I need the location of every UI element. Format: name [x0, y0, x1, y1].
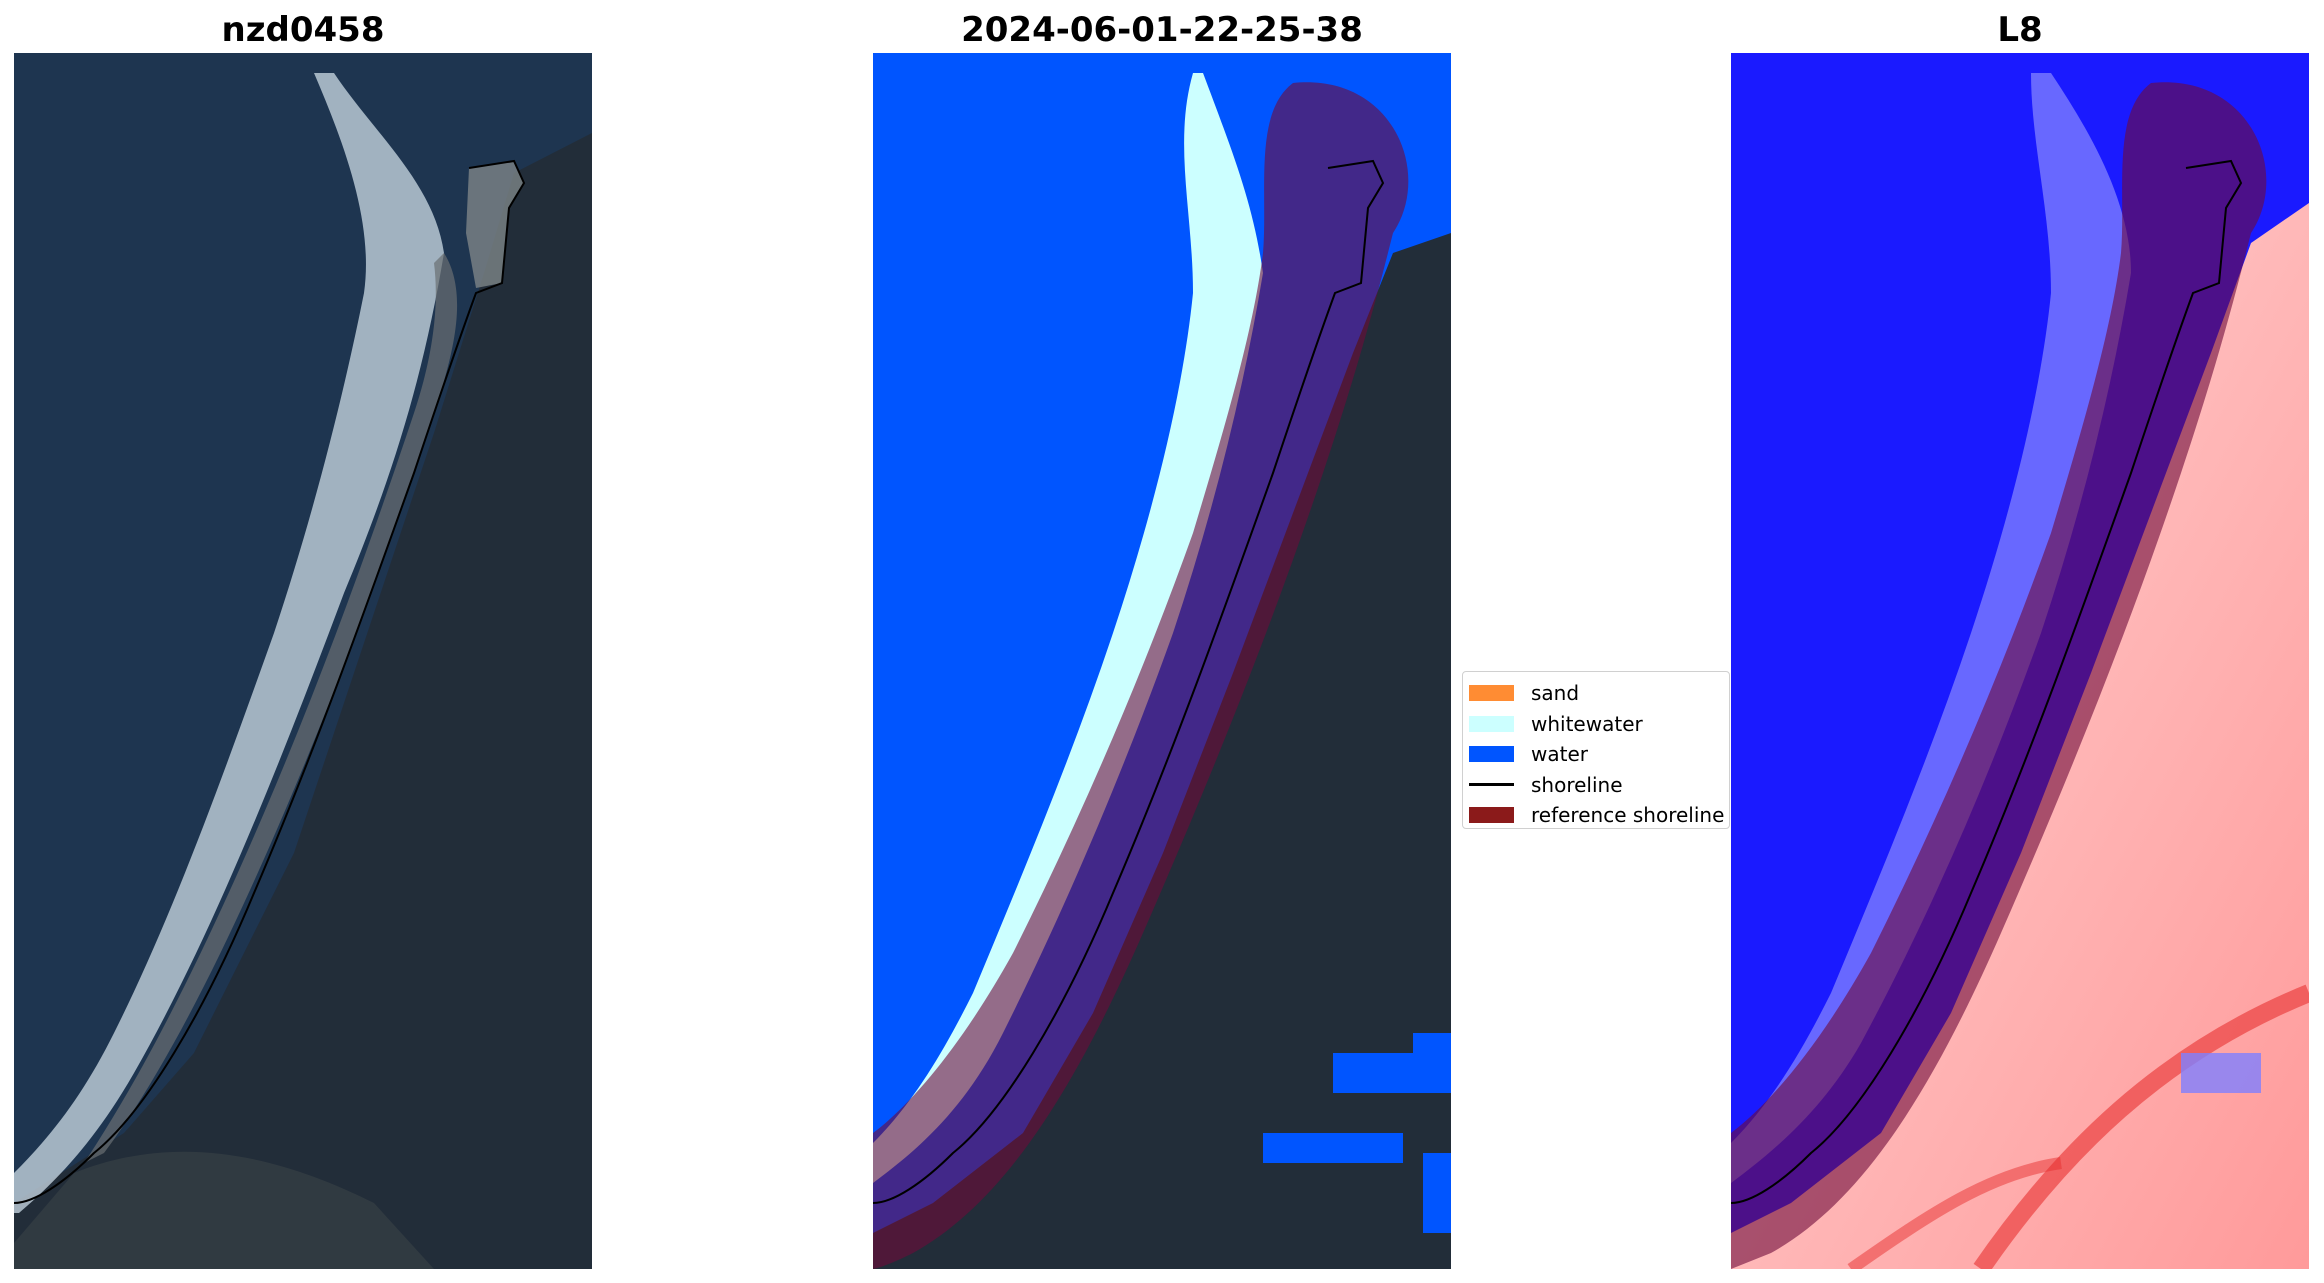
index-red-streak: [1973, 984, 2309, 1269]
shoreline-line: [14, 159, 526, 1204]
legend-label: whitewater: [1531, 711, 1643, 736]
index-panel[interactable]: [1731, 53, 2309, 1269]
inland-water-patch: [1413, 1033, 1451, 1093]
legend-label: shoreline: [1531, 772, 1623, 797]
lagoon: [466, 161, 524, 288]
reference-shoreline-band: [1731, 82, 2267, 1269]
legend-swatch-water: [1469, 746, 1514, 763]
index-surf-zone: [1731, 73, 2131, 1183]
shoreline-line: [1731, 159, 2243, 1204]
legend-item-whitewater: whitewater: [1463, 709, 1729, 740]
inland-water-patch: [1423, 1153, 1451, 1233]
legend: sand whitewater water shoreline referenc…: [1462, 671, 1730, 829]
legend-line-shoreline: [1469, 783, 1514, 787]
panel-title-index: L8: [1997, 10, 2043, 50]
index-water-patch: [2181, 1053, 2261, 1093]
land-area: [14, 133, 592, 1269]
index-land-area: [1731, 203, 2309, 1269]
inland-water-patch: [1333, 1053, 1413, 1093]
legend-label: sand: [1531, 681, 1580, 706]
panel-title-rgb: nzd0458: [221, 10, 385, 50]
legend-swatch-whitewater: [1469, 715, 1514, 732]
legend-swatch-reference-shoreline: [1469, 807, 1514, 824]
rgb-image-panel[interactable]: [14, 53, 592, 1269]
legend-label: water: [1531, 742, 1588, 767]
inland-water-patch: [1263, 1133, 1403, 1163]
legend-swatch-sand: [1469, 685, 1514, 702]
classification-panel[interactable]: [873, 53, 1451, 1269]
legend-item-shoreline: shoreline: [1463, 770, 1729, 801]
legend-item-sand: sand: [1463, 678, 1729, 709]
surf-zone: [14, 73, 444, 1213]
index-red-streak: [1847, 1157, 2062, 1269]
shoreline-line: [873, 159, 1385, 1204]
panel-title-classification: 2024-06-01-22-25-38: [961, 10, 1363, 50]
river-sediment: [14, 1151, 434, 1269]
reference-shoreline-band: [873, 82, 1409, 1269]
legend-item-water: water: [1463, 739, 1729, 770]
legend-item-reference-shoreline: reference shoreline: [1463, 800, 1729, 831]
whitewater-zone: [873, 73, 1263, 1183]
legend-label: reference shoreline: [1531, 803, 1725, 828]
